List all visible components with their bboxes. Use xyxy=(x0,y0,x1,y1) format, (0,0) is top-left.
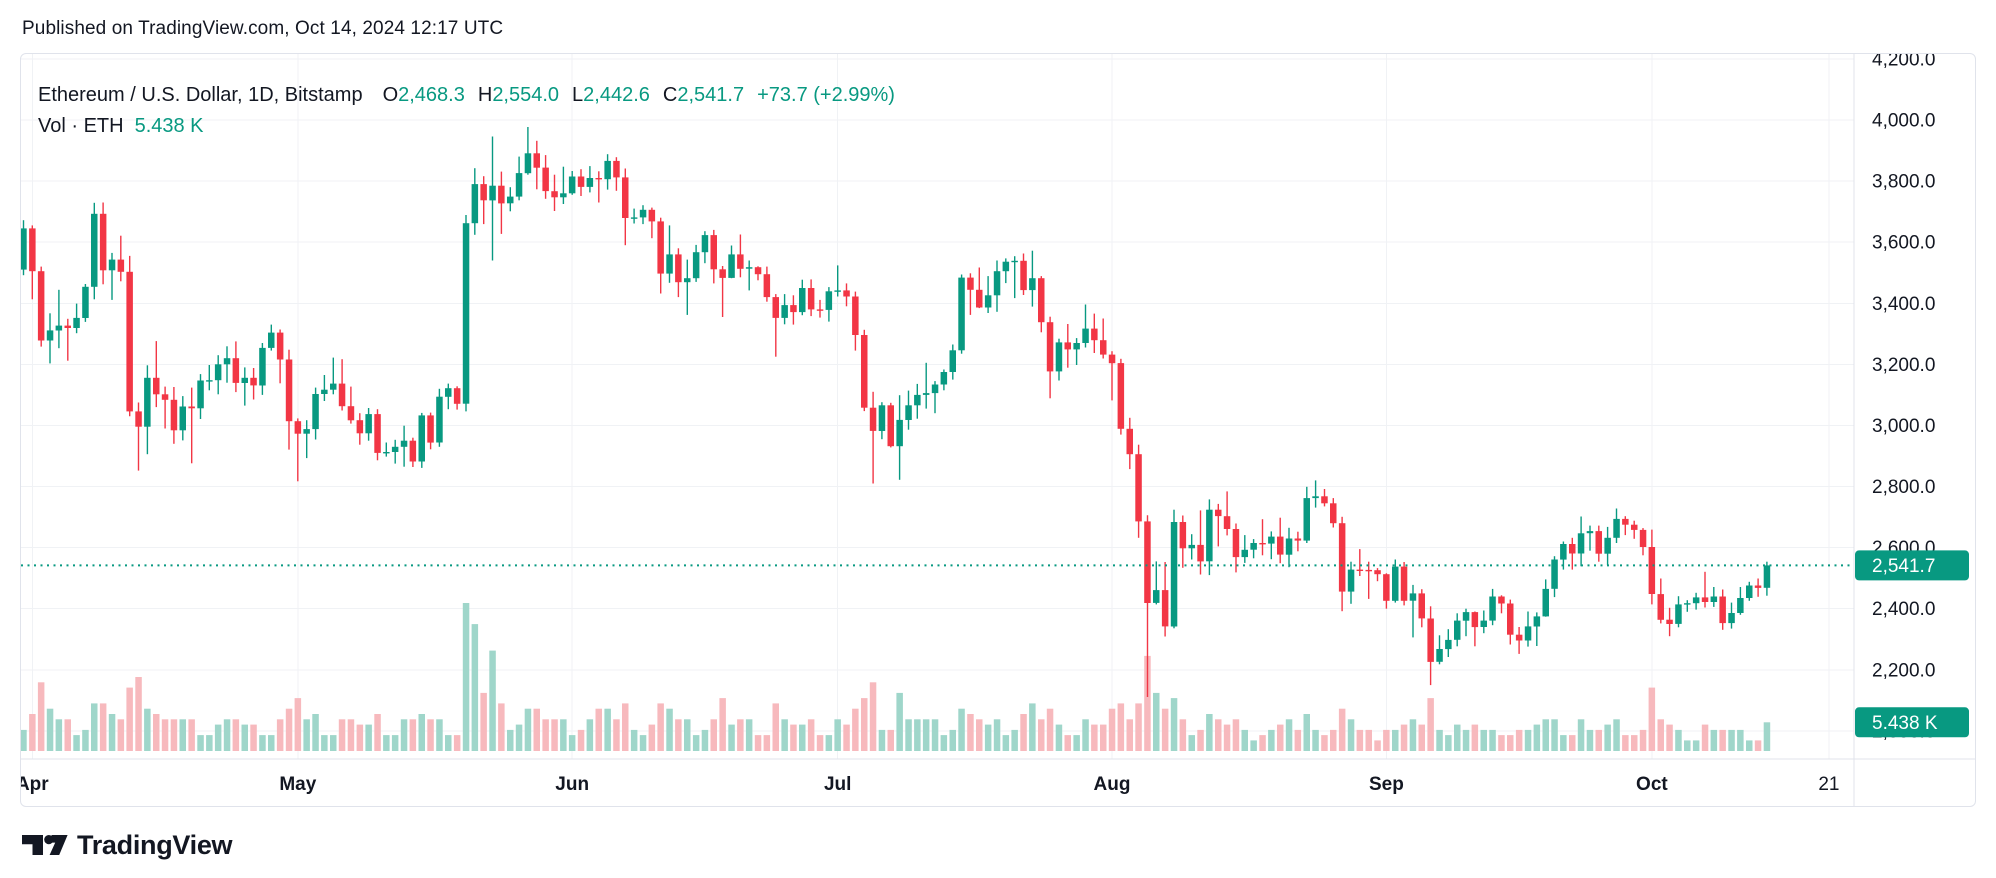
last-price-badge: 2,541.7 xyxy=(1855,550,1969,581)
grid-layer xyxy=(21,54,1854,759)
chart-canvas[interactable]: 4,200.0 4,000.0 3,800.0 3,600.0 3,400.0 3,200… xyxy=(21,54,1976,807)
tradingview-wordmark: TradingView xyxy=(77,829,233,860)
svg-text:2,400.0: 2,400.0 xyxy=(1872,599,1935,620)
svg-text:May: May xyxy=(279,774,316,795)
svg-text:2,200.0: 2,200.0 xyxy=(1872,660,1935,681)
svg-text:4,000.0: 4,000.0 xyxy=(1872,111,1935,132)
svg-text:Jun: Jun xyxy=(555,774,589,795)
svg-text:3,400.0: 3,400.0 xyxy=(1872,294,1935,315)
svg-text:2,800.0: 2,800.0 xyxy=(1872,477,1935,498)
svg-text:3,800.0: 3,800.0 xyxy=(1872,172,1935,193)
volume-layer xyxy=(21,603,1771,751)
svg-text:5.438 K: 5.438 K xyxy=(1872,713,1938,734)
tradingview-logo-icon xyxy=(22,835,68,855)
candles-layer xyxy=(21,127,1771,697)
svg-text:3,200.0: 3,200.0 xyxy=(1872,355,1935,376)
published-line: Published on TradingView.com, Oct 14, 20… xyxy=(22,18,504,39)
svg-text:Sep: Sep xyxy=(1369,774,1404,795)
tradingview-logo[interactable]: TradingView xyxy=(22,829,233,860)
svg-text:Aug: Aug xyxy=(1094,774,1131,795)
svg-text:4,200.0: 4,200.0 xyxy=(1872,54,1935,70)
last-volume-badge: 5.438 K xyxy=(1855,707,1969,738)
svg-text:Apr: Apr xyxy=(21,774,49,795)
svg-text:3,000.0: 3,000.0 xyxy=(1872,416,1935,437)
svg-text:3,600.0: 3,600.0 xyxy=(1872,233,1935,254)
chart-widget: 4,200.0 4,000.0 3,800.0 3,600.0 3,400.0 3,200… xyxy=(20,53,1976,807)
svg-text:2,541.7: 2,541.7 xyxy=(1872,556,1935,577)
pane-separators xyxy=(21,54,1975,806)
price-axis[interactable]: 4,200.0 4,000.0 3,800.0 3,600.0 3,400.0 3,200… xyxy=(1872,54,1935,742)
svg-text:Jul: Jul xyxy=(824,774,851,795)
svg-text:Oct: Oct xyxy=(1636,774,1668,795)
time-axis[interactable]: Apr May Jun Jul Aug Sep Oct 21 xyxy=(21,774,1839,795)
svg-text:21: 21 xyxy=(1818,774,1839,795)
